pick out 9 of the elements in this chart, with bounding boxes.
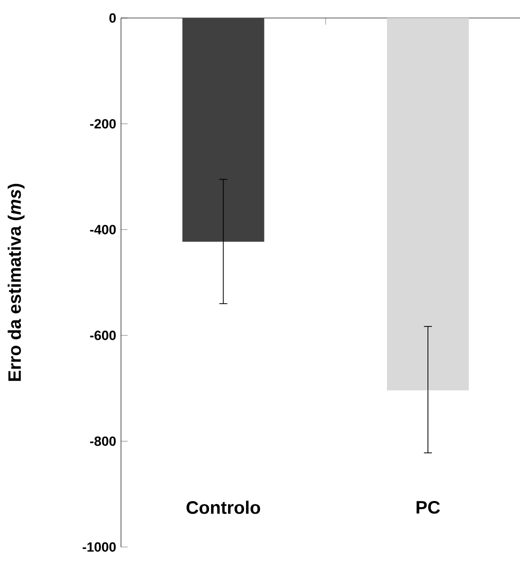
y-axis-title: Erro da estimativa (ms): [8, 184, 25, 381]
y-tick-label: -200: [90, 119, 116, 129]
y-tick-label: -400: [90, 224, 116, 234]
x-tick-label: Controlo: [186, 500, 260, 514]
y-tick-label: -800: [90, 436, 116, 446]
y-tick-label: -600: [90, 330, 116, 340]
y-tick-label: 0: [109, 13, 116, 23]
x-tick-label: PC: [416, 500, 440, 514]
y-tick-label: -1000: [82, 542, 116, 552]
